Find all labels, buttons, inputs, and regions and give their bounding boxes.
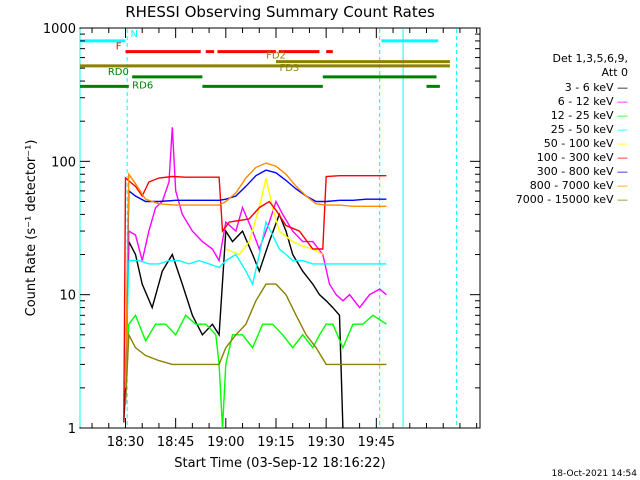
series-line-25-50-kev [124,220,387,388]
series-line-800-7000-kev [124,162,387,388]
annotation-label-n: N [130,29,137,40]
series-line-50-100-kev [225,177,324,256]
legend-swatch: — [617,109,628,122]
legend-header-line: Att 0 [602,66,628,79]
y-tick-label: 1 [68,422,76,437]
x-axis-label: Start Time (03-Sep-12 18:16:22) [174,456,385,471]
series-line-300-800-kev [124,169,387,388]
legend-swatch: — [617,95,628,108]
legend-swatch: — [617,193,628,206]
legend-entry-50-100-kev: 50 - 100 keV — [544,137,628,150]
y-tick-label: 1000 [43,22,76,37]
plot-timestamp: 18-Oct-2021 14:54 [552,469,638,479]
x-tick-label: 19:30 [307,435,344,450]
legend-swatch: — [617,151,628,164]
x-tick-label: 19:00 [207,435,244,450]
annotation-label-rd0: RD0 [108,67,129,78]
legend-entry-800-7000-kev: 800 - 7000 keV — [530,179,628,192]
x-axis-ticks: 18:30 18:45 19:00 19:15 19:30 19:45 [91,28,478,450]
legend: Det 1,3,5,6,9,Att 0 3 - 6 keV —6 - 12 keV… [516,52,628,206]
series-line-7000-15000-kev [124,283,387,405]
legend-swatch: — [617,179,628,192]
series-line-3-6-kev [123,212,344,429]
x-tick-label: 18:30 [107,435,144,450]
annotation-label-fd2: FD2 [266,51,286,62]
chart-title: RHESSI Observing Summary Count Rates [125,3,435,21]
series-line-100-300-kev [123,174,387,423]
legend-entry-25-50-kev: 25 - 50 keV — [551,123,628,136]
annotation-label-rd6: RD6 [132,80,153,91]
legend-entry-3-6-kev: 3 - 6 keV — [565,81,628,94]
annotation-label-fd3: FD3 [279,63,299,74]
x-tick-label: 18:45 [157,435,194,450]
series-line-6-12-kev [124,127,387,388]
legend-header-line: Det 1,3,5,6,9, [552,52,628,65]
x-tick-label: 19:15 [257,435,294,450]
legend-entry-7000-15000-kev: 7000 - 15000 keV — [516,193,628,206]
legend-entry-300-800-kev: 300 - 800 keV — [537,165,628,178]
y-axis-ticks: 1 10 100 1000 [43,22,480,437]
annotation-label-f: F [116,42,122,53]
legend-swatch: — [617,123,628,136]
y-axis-label: Count Rate (s⁻¹ detector⁻¹) [24,140,39,317]
series-line-12-25-kev [124,313,387,429]
y-tick-label: 100 [51,155,76,170]
legend-swatch: — [617,165,628,178]
legend-entry-6-12-kev: 6 - 12 keV — [558,95,628,108]
legend-entry-12-25-kev: 12 - 25 keV — [551,109,628,122]
legend-swatch: — [617,137,628,150]
legend-entry-100-300-kev: 100 - 300 keV — [537,151,628,164]
x-tick-label: 19:45 [358,435,395,450]
series-layer [123,127,387,429]
legend-swatch: — [617,81,628,94]
y-tick-label: 10 [59,289,76,304]
